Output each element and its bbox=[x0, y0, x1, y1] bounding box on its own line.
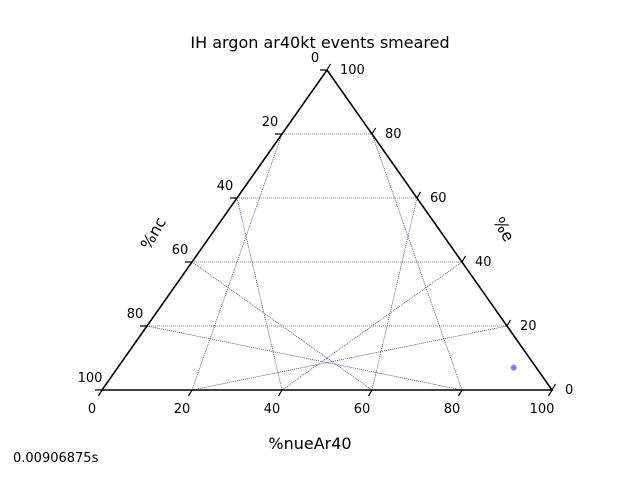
data-point bbox=[510, 364, 517, 371]
tick-right bbox=[461, 255, 467, 263]
tick-marks: 0 20 40 60 80 100 100 80 60 40 20 0 0 20 40 60 80 100 bbox=[78, 51, 574, 417]
tick-right bbox=[326, 63, 332, 71]
tick-bottom bbox=[547, 389, 553, 397]
tick-right bbox=[371, 127, 377, 135]
grid-line-left-diagonal bbox=[191, 133, 283, 391]
tick-label-bottom: 0 bbox=[88, 402, 96, 417]
tick-label-right: 20 bbox=[520, 319, 537, 334]
tick-label-bottom: 100 bbox=[530, 402, 555, 417]
data-points bbox=[510, 364, 517, 371]
axis-label-right: %e bbox=[489, 214, 518, 245]
tick-right bbox=[506, 319, 512, 327]
tick-bottom bbox=[187, 389, 193, 397]
tick-label-right: 80 bbox=[385, 127, 402, 142]
tick-label-bottom: 20 bbox=[174, 402, 191, 417]
tick-label-left: 100 bbox=[78, 371, 103, 386]
grid-line-left-diagonal bbox=[146, 325, 463, 391]
axis-label-bottom: %nueAr40 bbox=[268, 434, 351, 453]
chart-title: IH argon ar40kt events smeared bbox=[190, 33, 450, 52]
triangle-outline bbox=[100, 68, 554, 391]
grid-line-right-diagonal bbox=[281, 261, 463, 391]
tick-label-left: 20 bbox=[262, 115, 279, 130]
tick-label-right: 40 bbox=[475, 255, 492, 270]
tick-label-left: 0 bbox=[311, 51, 319, 66]
grid-line-left-diagonal bbox=[191, 261, 373, 391]
tick-label-right: 100 bbox=[340, 63, 365, 78]
tick-label-left: 40 bbox=[217, 179, 234, 194]
tick-right bbox=[416, 191, 422, 199]
tick-label-bottom: 40 bbox=[264, 402, 281, 417]
tick-right bbox=[551, 383, 557, 391]
tick-label-left: 80 bbox=[127, 307, 144, 322]
tick-bottom bbox=[277, 389, 283, 397]
grid-line-right-diagonal bbox=[191, 325, 508, 391]
grid-line-left-diagonal bbox=[236, 197, 283, 391]
tick-bottom bbox=[457, 389, 463, 397]
tick-label-left: 60 bbox=[172, 243, 189, 258]
tick-label-bottom: 80 bbox=[444, 402, 461, 417]
axis-label-left: %nc bbox=[136, 214, 170, 253]
triangle-frame bbox=[100, 68, 554, 391]
tick-label-right: 0 bbox=[565, 383, 573, 398]
tick-label-right: 60 bbox=[430, 191, 447, 206]
tick-bottom bbox=[367, 389, 373, 397]
tick-bottom bbox=[97, 389, 103, 397]
tick-label-bottom: 60 bbox=[354, 402, 371, 417]
grid-line-right-diagonal bbox=[371, 133, 463, 391]
grid-lines bbox=[146, 133, 508, 391]
elapsed-time: 0.00906875s bbox=[13, 451, 99, 466]
grid-line-right-diagonal bbox=[371, 197, 418, 391]
